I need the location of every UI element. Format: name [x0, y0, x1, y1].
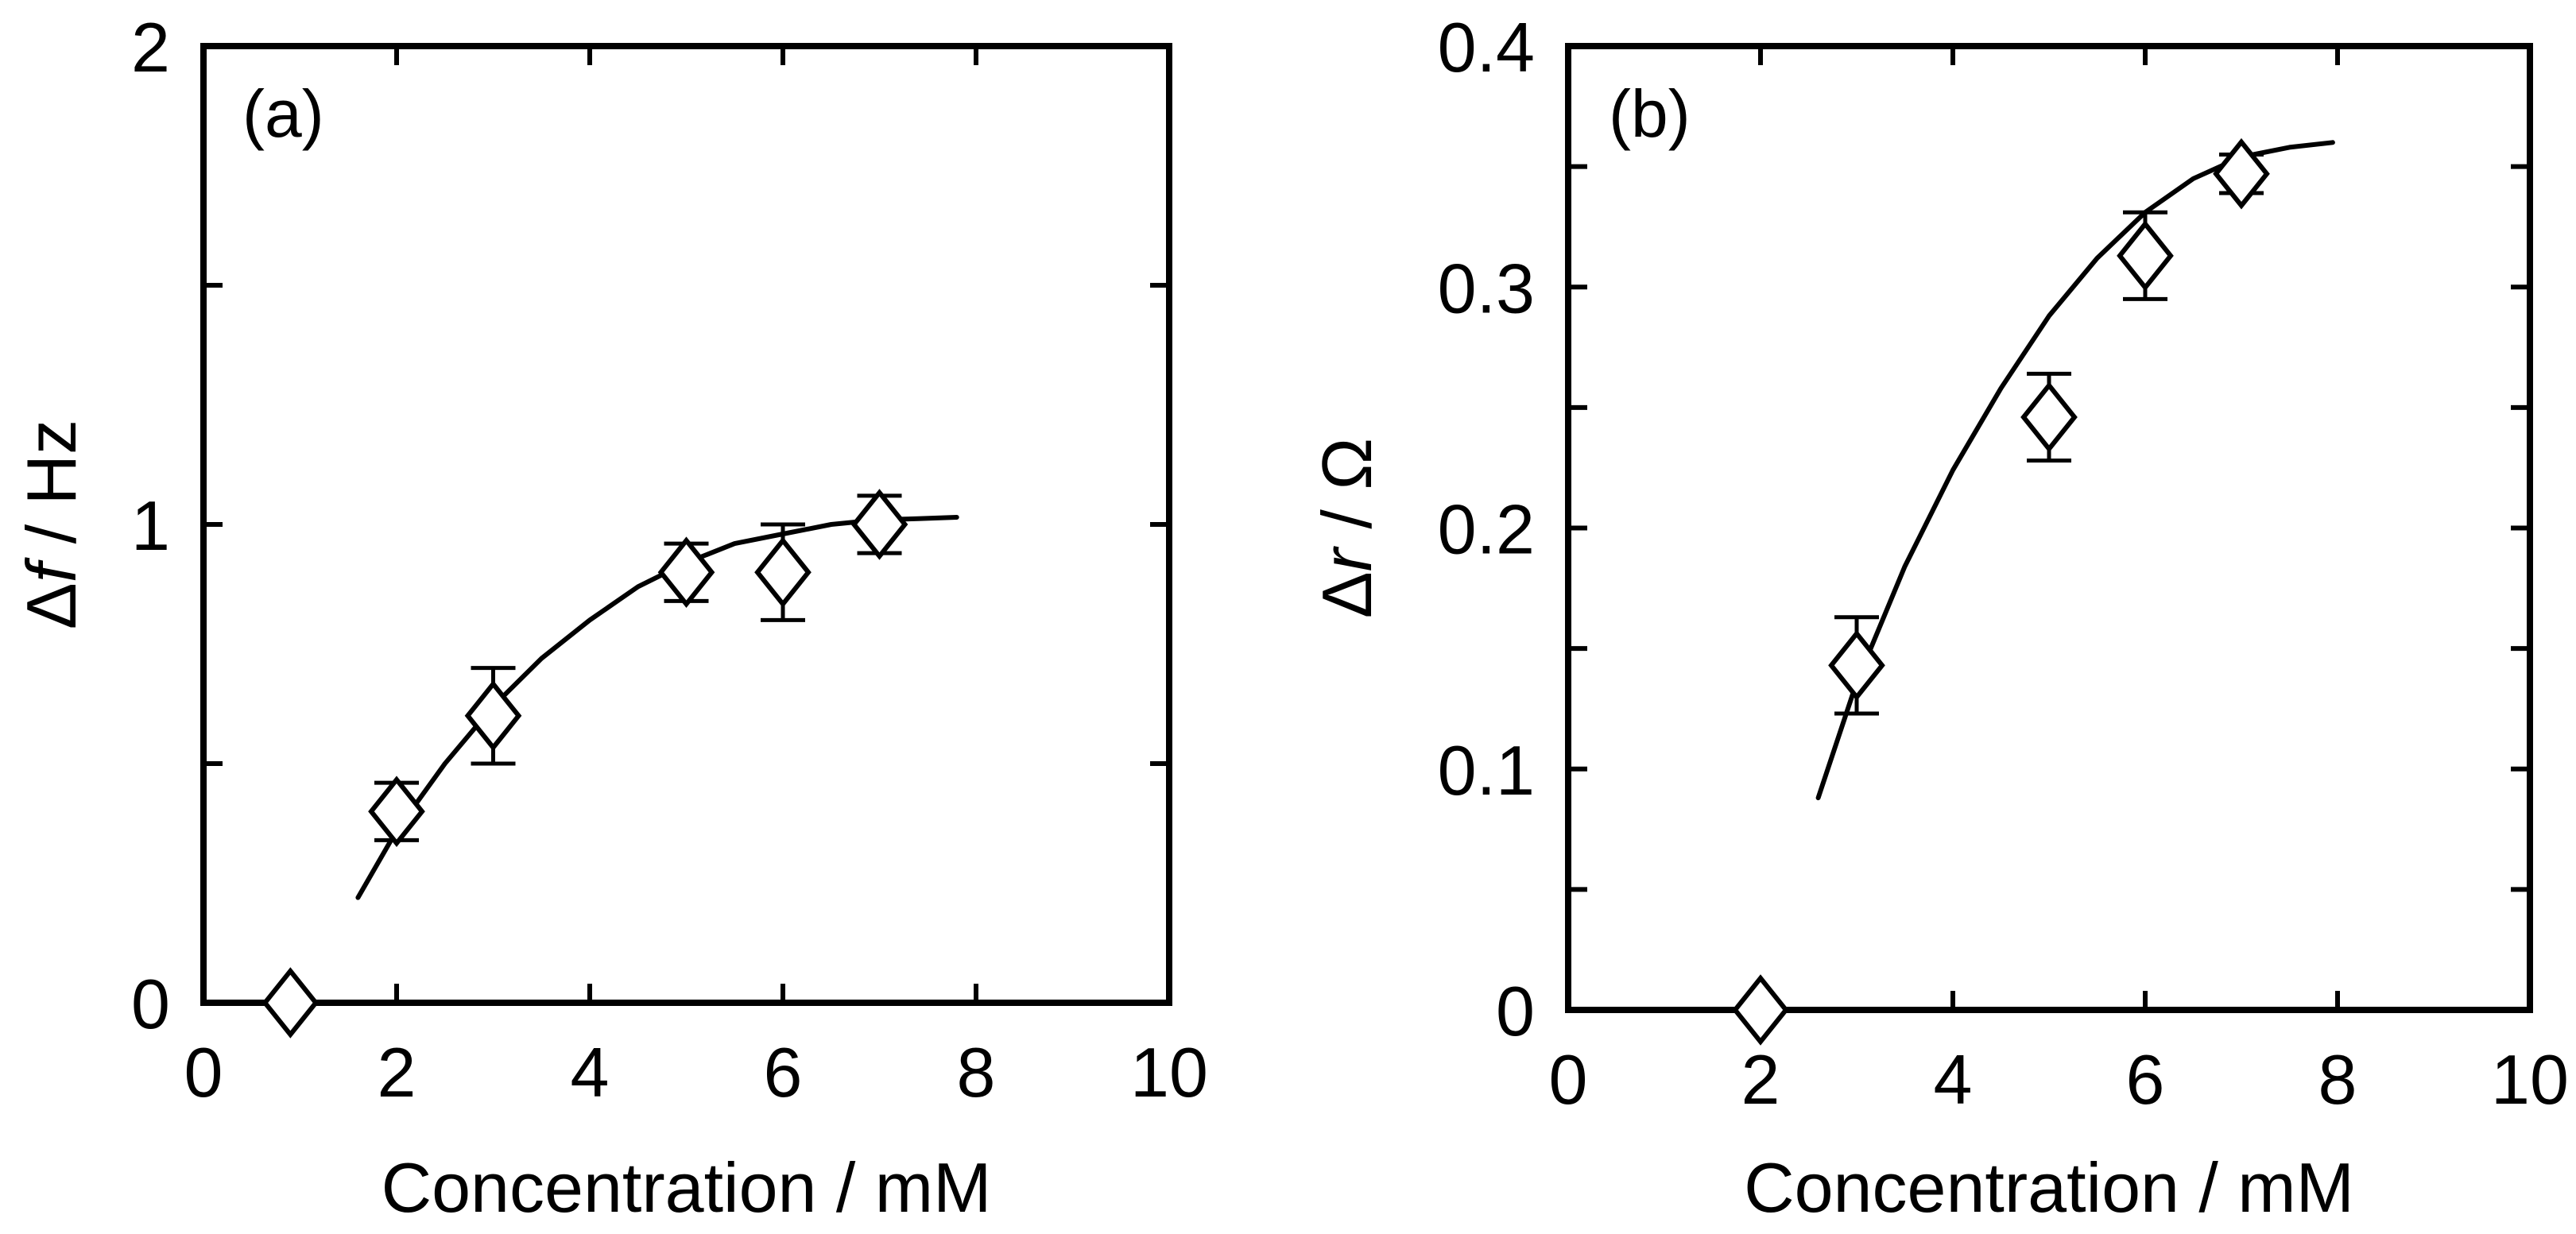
y-tick-label: 0.4 [1438, 8, 1535, 87]
x-tick-label: 10 [2491, 1040, 2569, 1119]
fit-curve [1815, 140, 2335, 801]
y-axis-title: Δf / Hz [12, 420, 91, 629]
data-point [1732, 974, 1789, 1046]
x-tick-label: 4 [571, 1033, 610, 1112]
y-axis-symbol: Δ [12, 582, 91, 629]
y-tick-label: 0 [131, 965, 170, 1043]
x-tick-label: 4 [1934, 1040, 1973, 1119]
data-point [657, 536, 715, 609]
data-point [850, 489, 908, 560]
y-axis-title: Δr / Ω [1307, 438, 1386, 618]
y-axis-unit: / Hz [12, 420, 91, 563]
x-tick-label: 6 [2126, 1040, 2165, 1119]
x-axis-title: Concentration / mM [382, 1148, 992, 1227]
y-tick-label: 2 [131, 8, 170, 87]
x-tick-label: 2 [378, 1033, 416, 1112]
x-tick-label: 2 [1741, 1040, 1780, 1119]
data-point [1828, 629, 1885, 702]
x-tick-label: 0 [184, 1033, 223, 1112]
data-point [754, 536, 812, 609]
y-tick-label: 0.3 [1438, 249, 1535, 327]
panel-b: 0 2 4 6 8 10 0 0.1 0.2 0.3 0.4 Concentration / mM Δr… [1307, 8, 2569, 1227]
y-tick-label: 0.1 [1438, 731, 1535, 810]
data-point [2117, 220, 2174, 292]
panel-label: (a) [242, 76, 324, 151]
data-point [2020, 381, 2078, 453]
y-axis-unit: / Ω [1307, 438, 1386, 548]
data-point [464, 679, 522, 752]
fit-curve [355, 515, 959, 900]
x-tick-label: 8 [957, 1033, 996, 1112]
x-tick-label: 10 [1130, 1033, 1208, 1112]
x-tick-label: 0 [1549, 1040, 1588, 1119]
panel-a: 0 2 4 6 8 10 0 1 2 Concentration / mM Δf / Hz (a) [12, 8, 1208, 1227]
y-tick-label: 0.2 [1438, 490, 1535, 569]
data-point [2213, 137, 2270, 210]
panel-label: (b) [1609, 76, 1691, 151]
y-tick-label: 1 [131, 486, 170, 565]
plot-frame [200, 43, 1172, 1006]
y-tick-label: 0 [1496, 972, 1535, 1050]
y-axis-variable: r [1307, 545, 1386, 571]
x-tick-label: 8 [2318, 1040, 2357, 1119]
y-axis-symbol: Δ [1307, 571, 1386, 618]
data-point [261, 967, 320, 1039]
x-axis-title: Concentration / mM [1744, 1148, 2354, 1227]
data-point [368, 776, 425, 848]
plot-frame [1565, 43, 2533, 1013]
x-tick-label: 6 [764, 1033, 803, 1112]
